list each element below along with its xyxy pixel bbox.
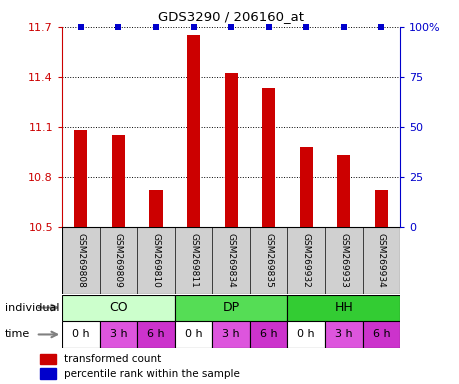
Bar [149, 190, 162, 227]
Text: 0 h: 0 h [185, 329, 202, 339]
Bar [100, 321, 137, 348]
Bar [249, 321, 287, 348]
Bar [174, 321, 212, 348]
Text: CO: CO [109, 301, 128, 314]
Text: GSM269835: GSM269835 [263, 233, 273, 288]
Bar [287, 321, 325, 348]
Text: 6 h: 6 h [147, 329, 164, 339]
Bar [212, 321, 249, 348]
Bar [362, 321, 399, 348]
Text: transformed count: transformed count [64, 354, 161, 364]
Bar [137, 321, 174, 348]
Text: GSM269834: GSM269834 [226, 233, 235, 288]
Bar [187, 35, 200, 227]
Bar [374, 190, 387, 227]
Text: GSM269808: GSM269808 [76, 233, 85, 288]
Bar [62, 295, 174, 321]
Text: time: time [5, 329, 30, 339]
Text: 6 h: 6 h [372, 329, 389, 339]
Text: DP: DP [222, 301, 239, 314]
Text: 6 h: 6 h [259, 329, 277, 339]
Text: GSM269932: GSM269932 [301, 233, 310, 288]
Bar [287, 295, 399, 321]
Bar [262, 88, 274, 227]
Text: 3 h: 3 h [109, 329, 127, 339]
Text: HH: HH [334, 301, 353, 314]
Bar [325, 321, 362, 348]
Text: 0 h: 0 h [297, 329, 314, 339]
Text: GSM269934: GSM269934 [376, 233, 385, 288]
Bar [174, 295, 287, 321]
Text: GSM269810: GSM269810 [151, 233, 160, 288]
Title: GDS3290 / 206160_at: GDS3290 / 206160_at [158, 10, 303, 23]
Text: 3 h: 3 h [222, 329, 240, 339]
Bar [62, 321, 100, 348]
Text: individual: individual [5, 303, 59, 313]
Bar [39, 354, 56, 364]
Bar [112, 135, 125, 227]
Text: GSM269933: GSM269933 [339, 233, 347, 288]
Text: 3 h: 3 h [334, 329, 352, 339]
Bar [299, 147, 312, 227]
Bar [224, 73, 237, 227]
Bar [74, 130, 87, 227]
Text: GSM269811: GSM269811 [189, 233, 198, 288]
Text: 0 h: 0 h [72, 329, 90, 339]
Text: percentile rank within the sample: percentile rank within the sample [64, 369, 240, 379]
Text: GSM269809: GSM269809 [114, 233, 123, 288]
Bar [336, 155, 350, 227]
Bar [39, 368, 56, 379]
